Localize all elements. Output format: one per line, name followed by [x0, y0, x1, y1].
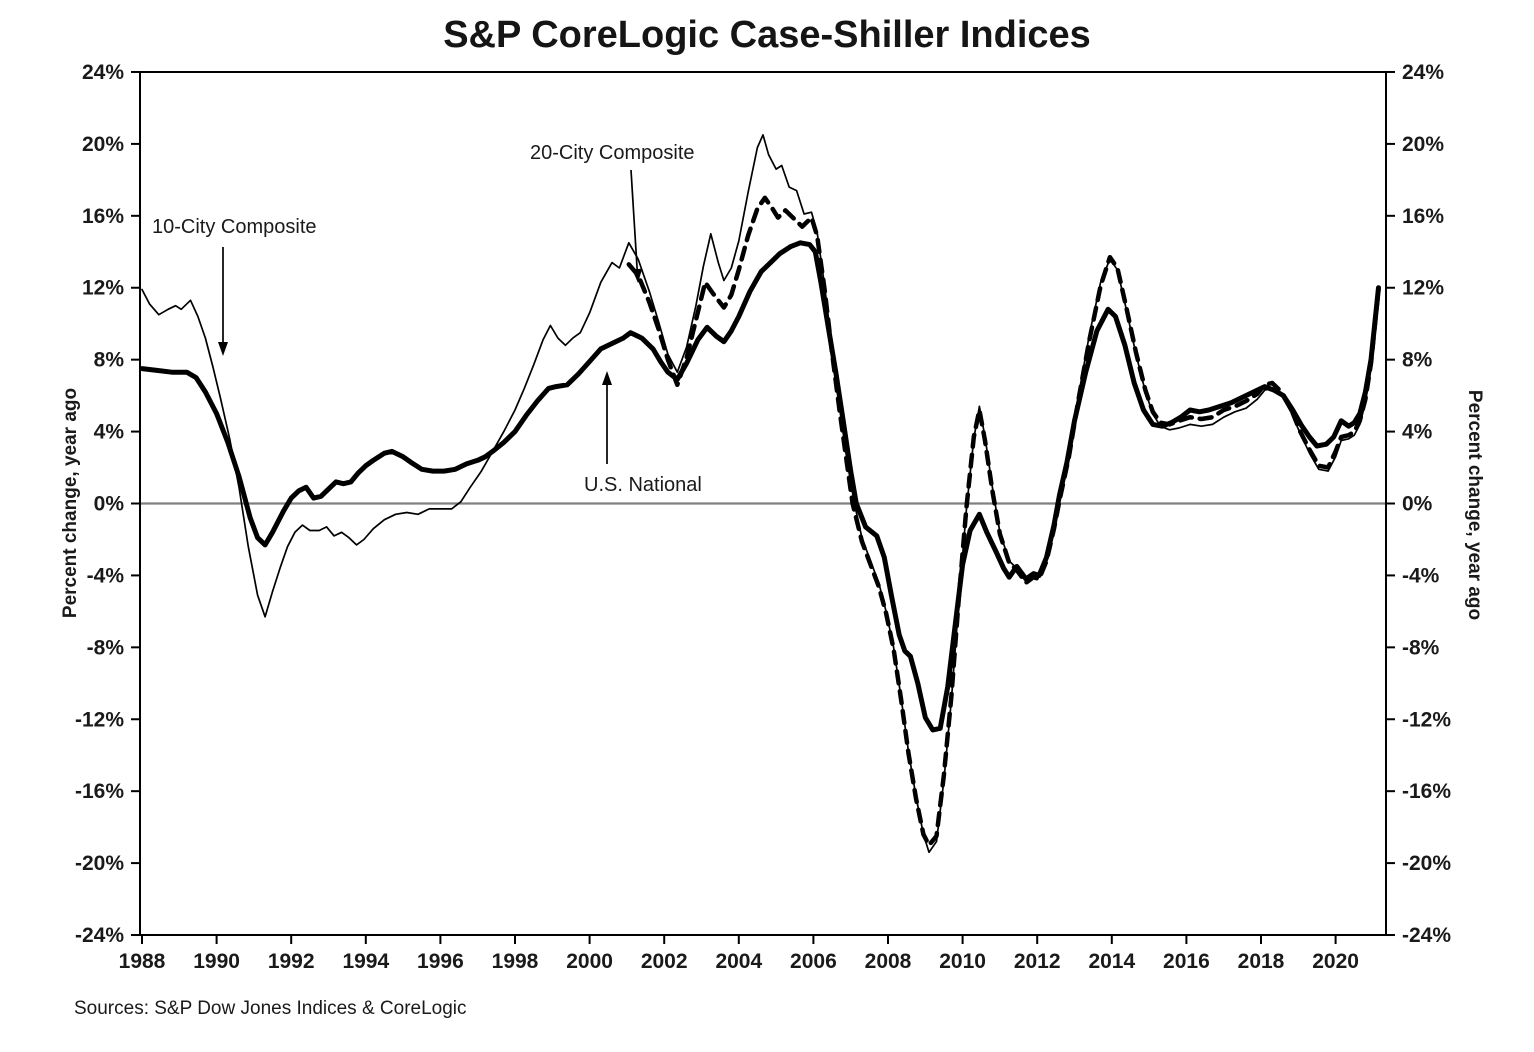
y-tick-label-right: 12%: [1402, 277, 1444, 300]
left-axis-title: Percent change, year ago: [60, 388, 81, 618]
y-tick-label-right: 16%: [1402, 205, 1444, 228]
y-tick-label-right: 4%: [1402, 421, 1433, 444]
x-tick-label: 2006: [790, 950, 837, 973]
y-tick-label-right: 8%: [1402, 349, 1433, 372]
y-tick-label-left: 24%: [82, 61, 124, 84]
x-tick-label: 2018: [1238, 950, 1285, 973]
x-tick-label: 1988: [119, 950, 166, 973]
x-tick-label: 1992: [268, 950, 315, 973]
source-note: Sources: S&P Dow Jones Indices & CoreLog…: [74, 998, 467, 1019]
y-tick-label-right: 0%: [1402, 493, 1433, 516]
x-tick-label: 2012: [1014, 950, 1061, 973]
y-tick-label-left: -8%: [87, 636, 125, 659]
x-tick-label: 1996: [417, 950, 464, 973]
x-tick-label: 2002: [641, 950, 688, 973]
y-tick-label-left: 20%: [82, 133, 124, 156]
y-tick-label-left: -16%: [75, 780, 124, 803]
x-tick-label: 1994: [342, 950, 389, 973]
y-tick-label-right: -20%: [1402, 852, 1451, 875]
annotation-arrow-20-city: [630, 169, 638, 270]
annotation-20-city-composite: 20-City Composite: [530, 142, 695, 164]
y-tick-label-right: -4%: [1402, 564, 1440, 587]
annotation-arrow-us-national-head: [602, 371, 612, 385]
series-line-u-s-national: [139, 240, 1381, 733]
x-tick-label: 2004: [715, 950, 762, 973]
y-tick-label-left: -4%: [87, 564, 125, 587]
y-tick-label-left: 8%: [94, 349, 125, 372]
series-line-10-city-composite: [141, 134, 1380, 854]
x-tick-label: 2020: [1312, 950, 1359, 973]
x-tick-label: 2010: [939, 950, 986, 973]
x-tick-label: 2016: [1163, 950, 1210, 973]
y-tick-label-left: 0%: [94, 493, 125, 516]
series-line-20-city-composite: [626, 195, 1381, 848]
x-tick-label: 2014: [1088, 950, 1135, 973]
y-tick-label-right: -24%: [1402, 924, 1451, 947]
x-tick-label: 2000: [566, 950, 613, 973]
annotation-10-city-composite: 10-City Composite: [152, 216, 317, 238]
x-tick-label: 1998: [492, 950, 539, 973]
y-tick-label-left: -20%: [75, 852, 124, 875]
x-tick-label: 2008: [865, 950, 912, 973]
annotation-arrow-20-city-head: [632, 268, 643, 283]
y-tick-label-left: -24%: [75, 924, 124, 947]
annotation-arrow-10-city-head: [218, 342, 228, 356]
y-tick-label-right: -12%: [1402, 708, 1451, 731]
annotation-us-national: U.S. National: [584, 474, 702, 496]
y-tick-label-right: 20%: [1402, 133, 1444, 156]
y-tick-label-right: -8%: [1402, 636, 1440, 659]
y-tick-label-left: 4%: [94, 421, 125, 444]
chart-title: S&P CoreLogic Case-Shiller Indices: [443, 14, 1091, 56]
y-tick-label-left: 16%: [82, 205, 124, 228]
x-tick-label: 1990: [193, 950, 240, 973]
y-tick-label-right: -16%: [1402, 780, 1451, 803]
y-tick-label-left: 12%: [82, 277, 124, 300]
right-axis-title: Percent change, year ago: [1464, 390, 1485, 620]
y-tick-label-right: 24%: [1402, 61, 1444, 84]
y-tick-label-left: -12%: [75, 708, 124, 731]
